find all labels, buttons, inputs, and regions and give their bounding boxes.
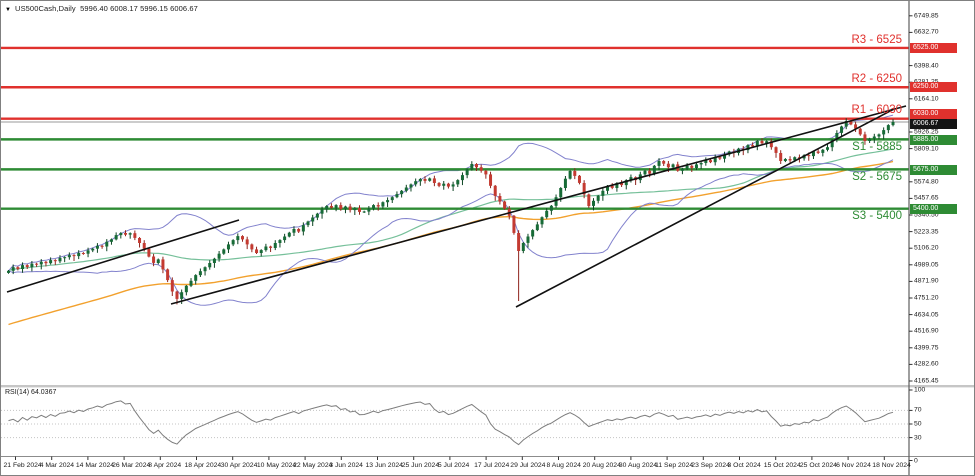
chart-ohlc-values: 5996.40 6008.17 5996.15 6006.67 xyxy=(80,4,198,13)
date-label: 11 Sep 2024 xyxy=(655,462,694,469)
axis-badge-s1: 5885.00 xyxy=(910,134,957,145)
price-tick-label: 4634.05 xyxy=(914,311,939,319)
price-tick-label: 5809.10 xyxy=(914,145,939,153)
price-tick-label: 5106.20 xyxy=(914,244,939,252)
price-tick-label: 6164.10 xyxy=(914,95,939,103)
price-tick-label: 4751.20 xyxy=(914,294,939,302)
date-label: 17 Jul 2024 xyxy=(474,462,510,469)
chart-header: ▼ US500Cash,Daily 5996.40 6008.17 5996.15… xyxy=(5,4,198,13)
date-label: 23 Sep 2024 xyxy=(691,462,730,469)
date-label: 6 Nov 2024 xyxy=(836,462,871,469)
price-tick-label: 4871.90 xyxy=(914,277,939,285)
price-tick-label: 4282.60 xyxy=(914,360,939,368)
rsi-scale-label: 50 xyxy=(914,420,922,428)
date-label: 18 Nov 2024 xyxy=(872,462,911,469)
date-label: 25 Oct 2024 xyxy=(799,462,837,469)
price-tick-label: 5457.65 xyxy=(914,194,939,202)
date-label: 8 Apr 2024 xyxy=(148,462,182,469)
price-tick-label: 6749.85 xyxy=(914,12,939,20)
candles xyxy=(7,118,895,305)
date-label: 25 Jun 2024 xyxy=(401,462,440,469)
date-label: 5 Jul 2024 xyxy=(437,462,470,469)
axis-badge-s2: 5675.00 xyxy=(910,164,957,175)
rsi-scale-label: 30 xyxy=(914,434,922,442)
level-label-r1[interactable]: R1 - 6030 xyxy=(851,104,902,116)
axis-badge-r3: 6525.00 xyxy=(910,43,957,53)
trendline-3 xyxy=(515,108,895,308)
axis-badge-price: 6006.67 xyxy=(910,119,957,129)
symbol-collapse-icon[interactable]: ▼ xyxy=(5,7,12,13)
ema-overlay-line xyxy=(8,160,894,326)
price-tick-label: 5574.80 xyxy=(914,178,939,186)
axis-badge-r1: 6030.00 xyxy=(910,109,957,119)
date-label: 4 Mar 2024 xyxy=(39,462,75,469)
level-label-s1[interactable]: S1 - 5885 xyxy=(852,141,902,153)
rsi-scale-label: 0 xyxy=(914,457,918,464)
price-tick-label: 4399.75 xyxy=(914,344,939,352)
date-label: 18 Apr 2024 xyxy=(184,462,222,469)
date-label: 29 Jul 2024 xyxy=(510,462,546,469)
date-label: 8 Aug 2024 xyxy=(546,462,581,469)
level-label-s3[interactable]: S3 - 5400 xyxy=(852,210,902,222)
date-label: 22 May 2024 xyxy=(293,462,333,469)
date-label: 3 Jun 2024 xyxy=(329,462,363,469)
date-label: 3 Oct 2024 xyxy=(727,462,761,469)
axis-badge-r2: 6250.00 xyxy=(910,82,957,92)
chart-symbol-timeframe: US500Cash,Daily xyxy=(15,4,76,13)
date-label: 26 Mar 2024 xyxy=(112,462,151,469)
level-label-s2[interactable]: S2 - 5675 xyxy=(852,171,902,183)
date-label: 14 Mar 2024 xyxy=(75,462,115,469)
rsi-scale-label: 100 xyxy=(914,386,926,394)
price-tick-label: 5340.50 xyxy=(914,211,939,219)
date-label: 10 May 2024 xyxy=(256,462,297,469)
date-label: 15 Oct 2024 xyxy=(763,462,801,469)
level-label-r2[interactable]: R2 - 6250 xyxy=(851,73,902,85)
trendline-2 xyxy=(170,105,907,305)
price-tick-label: 6632.70 xyxy=(914,28,939,36)
price-tick-label: 4165.45 xyxy=(914,377,939,385)
date-label: 20 Aug 2024 xyxy=(582,462,621,469)
axis-badge-s3: 5400.00 xyxy=(910,203,957,214)
trendline-1 xyxy=(6,219,240,293)
rsi-indicator-label: RSI(14) 64.0367 xyxy=(5,389,57,396)
rsi-scale-label: 70 xyxy=(914,406,922,414)
price-tick-label: 5223.35 xyxy=(914,228,939,236)
price-tick-label: 5926.25 xyxy=(914,128,939,136)
date-label: 30 Apr 2024 xyxy=(220,462,258,469)
date-label: 13 Jun 2024 xyxy=(365,462,403,469)
price-tick-label: 4989.05 xyxy=(914,261,939,269)
price-tick-label: 6398.40 xyxy=(914,62,939,70)
sma-overlay-line xyxy=(8,148,894,272)
price-tick-label: 4516.90 xyxy=(914,327,939,335)
bollinger-lower-band xyxy=(8,159,894,306)
date-label: 30 Aug 2024 xyxy=(618,462,658,469)
date-label: 21 Feb 2024 xyxy=(3,462,42,469)
rsi-line xyxy=(8,400,894,446)
level-label-r3[interactable]: R3 - 6525 xyxy=(851,34,902,46)
